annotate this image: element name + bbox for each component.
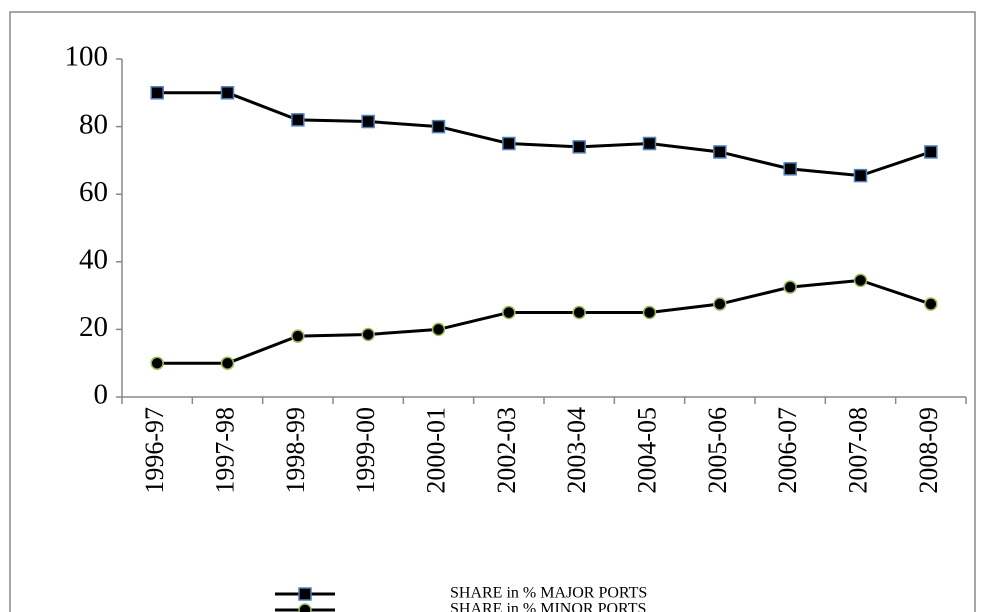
data-point xyxy=(291,113,305,127)
y-tick-label: 100 xyxy=(65,41,109,73)
series-line xyxy=(157,278,932,365)
legend-marker xyxy=(298,603,312,612)
data-point xyxy=(713,145,727,159)
data-point xyxy=(431,119,446,134)
data-point xyxy=(783,162,797,176)
data-point xyxy=(642,305,657,320)
data-point xyxy=(572,140,586,154)
data-point xyxy=(853,168,868,183)
x-tick-label: 2002-03 xyxy=(492,407,521,494)
data-point xyxy=(853,273,868,288)
x-tick-label: 1997-98 xyxy=(210,407,239,494)
data-point xyxy=(220,356,235,370)
data-point xyxy=(924,297,938,311)
x-tick-label: 2007-08 xyxy=(843,407,872,494)
x-tick-label: 2003-04 xyxy=(562,407,591,494)
x-tick-label: 2008-09 xyxy=(914,407,943,494)
data-point xyxy=(502,305,516,320)
y-tick-label: 80 xyxy=(79,108,108,140)
legend-marker xyxy=(298,587,312,601)
x-tick-label: 1996-97 xyxy=(140,407,169,494)
data-point xyxy=(361,114,375,129)
x-tick-label: 2000-01 xyxy=(421,407,450,494)
x-tick-label: 1998-99 xyxy=(281,407,310,494)
x-tick-label: 1999-00 xyxy=(351,407,380,494)
data-point xyxy=(361,327,375,342)
chart-frame xyxy=(9,11,976,612)
data-point xyxy=(924,145,938,159)
series-line xyxy=(157,91,932,178)
x-tick-label: 2004-05 xyxy=(632,407,661,494)
x-tick-label: 2005-06 xyxy=(703,407,732,494)
data-point xyxy=(642,136,657,151)
x-tick-label: 2006-07 xyxy=(773,407,802,494)
data-point xyxy=(502,136,516,151)
legend-label: SHARE in % MAJOR PORTS xyxy=(450,585,647,602)
y-tick-label: 60 xyxy=(79,176,108,208)
legend-label: SHARE in % MINOR PORTS xyxy=(450,601,646,612)
data-point xyxy=(783,280,797,294)
data-point xyxy=(713,297,727,311)
data-point xyxy=(572,305,586,320)
y-tick-label: 0 xyxy=(94,379,109,411)
data-point xyxy=(431,322,446,337)
data-point xyxy=(291,329,305,343)
y-tick-label: 20 xyxy=(79,311,108,343)
data-point xyxy=(220,86,235,100)
data-point xyxy=(150,356,164,370)
y-tick-label: 40 xyxy=(79,243,108,275)
data-point xyxy=(150,86,164,100)
